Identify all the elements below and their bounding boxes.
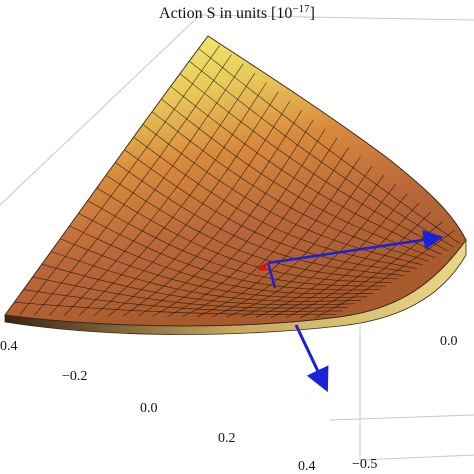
box-edge [329, 414, 474, 421]
mesh-line [270, 202, 420, 318]
origin-marker [260, 265, 266, 271]
surface [4, 35, 467, 335]
mesh-line [182, 147, 349, 317]
surface-mesh [14, 45, 460, 319]
chart-title: Action S in units [10−17] [159, 3, 315, 22]
mesh-line [97, 187, 392, 283]
vector-arrow [266, 262, 277, 289]
mesh-line [69, 225, 374, 295]
box-edge [0, 14, 201, 206]
x-tick-label: 0.0 [140, 401, 158, 416]
mesh-line [60, 238, 368, 299]
box-edge [359, 454, 474, 461]
surface-body [4, 35, 467, 327]
box-edge [199, 14, 474, 21]
vector-arrow [294, 324, 329, 393]
x-tick-label: 0.4 [0, 339, 18, 354]
x-tick-label: 0.2 [218, 431, 236, 446]
x-tick-label: −0.2 [62, 369, 87, 384]
mesh-line [241, 184, 396, 318]
axes-box [0, 14, 474, 461]
mesh-line [23, 289, 343, 312]
mesh-line [32, 276, 349, 309]
mesh-line [41, 264, 355, 306]
vector-arrow [267, 229, 444, 265]
mesh-line [87, 200, 386, 287]
mesh-line [285, 211, 432, 318]
y-axis: 0.0 −0.5 [352, 334, 458, 472]
mesh-line [196, 156, 361, 318]
y-tick-label: −0.5 [352, 457, 377, 472]
mesh-line [51, 251, 361, 302]
vectors [258, 229, 444, 393]
x-axis: 0.4 −0.2 0.0 0.2 0.4 [0, 339, 316, 474]
mesh-line [226, 174, 385, 318]
mesh-line [211, 165, 373, 318]
x-tick-label: 0.4 [298, 459, 316, 474]
mesh-line [78, 213, 380, 291]
y-tick-label: 0.0 [440, 334, 458, 349]
mesh-line [106, 175, 399, 280]
mesh-line [255, 193, 408, 318]
mesh-line [14, 302, 337, 315]
